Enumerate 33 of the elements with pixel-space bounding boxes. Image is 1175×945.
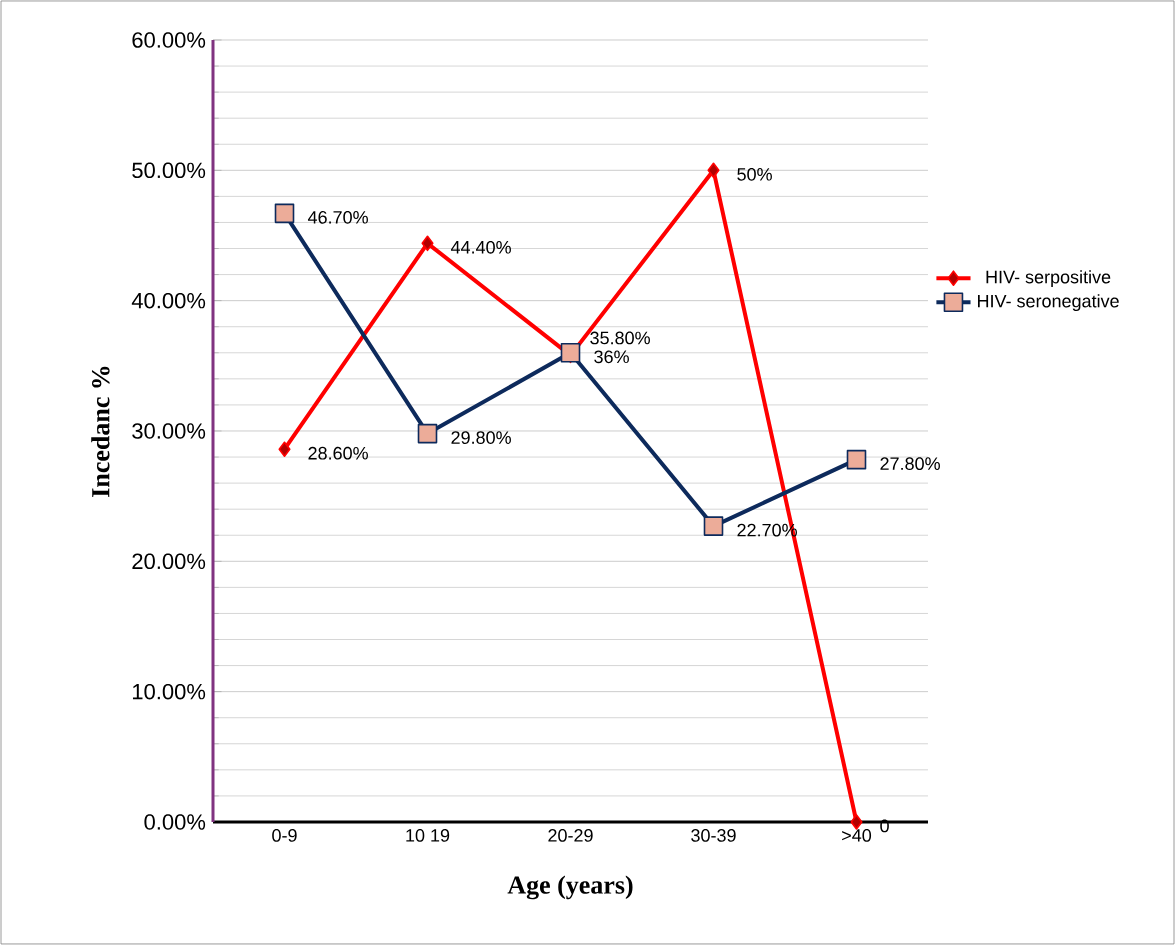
data-label: 36% (594, 350, 629, 364)
point (417, 423, 438, 444)
data-label: 50% (737, 167, 772, 181)
x-tick-label: 20-29 (548, 829, 593, 842)
x-tick-label: 30-39 (691, 829, 736, 842)
point (274, 203, 295, 224)
y-tick-label: 50.00% (132, 162, 206, 179)
y-tick-label: 30.00% (132, 423, 206, 439)
x-tick-label: 10 19 (406, 829, 450, 842)
point (850, 814, 863, 830)
point (707, 162, 720, 179)
y-tick-label: 40.00% (131, 292, 206, 309)
data-label: 46.70% (307, 210, 368, 224)
y-axis-title: Incedanc % (91, 366, 110, 497)
point (560, 343, 581, 363)
data-label: 44.40% (450, 240, 511, 254)
data-label: 35.80% (590, 331, 650, 345)
point (421, 235, 434, 252)
point (703, 516, 724, 536)
y-tick-label: 60.00% (132, 32, 206, 48)
y-tick-label: 10.00% (132, 683, 206, 700)
data-label: 27.80% (880, 457, 940, 471)
y-tick-label: 0.00% (144, 814, 206, 830)
data-label: 29.80% (451, 431, 511, 444)
legend-label: HIV- serpositive (986, 270, 1111, 287)
x-tick-label: 0-9 (272, 829, 297, 842)
legend-label: HIV- seronegative (978, 294, 1119, 312)
point (278, 441, 291, 458)
x-axis-title: Age (years) (507, 875, 633, 900)
y-tick-label: 20.00% (132, 553, 206, 570)
point (846, 449, 867, 470)
data-label: 28.60% (308, 446, 368, 460)
x-tick-label: >40 (842, 829, 872, 842)
